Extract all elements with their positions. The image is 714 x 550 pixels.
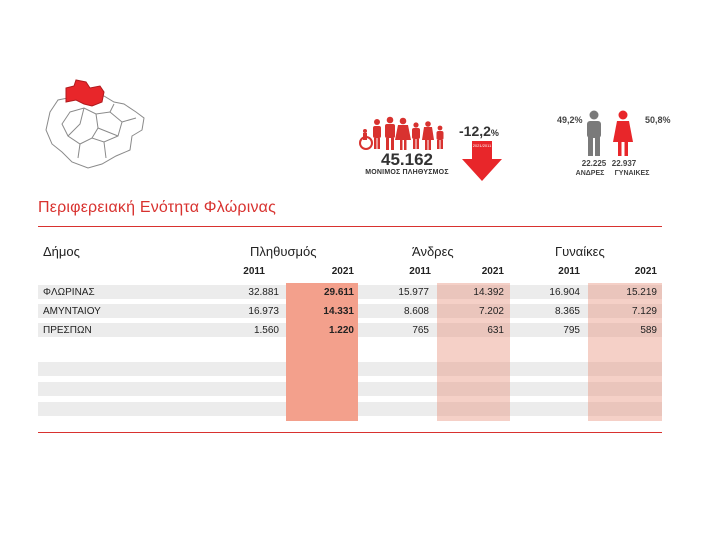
row-municipality: ΑΜΥΝΤΑΙΟΥ xyxy=(43,306,101,317)
year-men-2021: 2021 xyxy=(481,266,504,277)
change-value: -12,2 xyxy=(459,123,491,139)
year-women-2011: 2011 xyxy=(558,266,580,277)
cell-men-2021: 7.202 xyxy=(478,306,504,317)
row-municipality: ΦΛΩΡΙΝΑΣ xyxy=(43,287,95,298)
header-population: Πληθυσμός xyxy=(250,244,317,259)
male-percentage: 49,2% xyxy=(557,115,583,125)
header-men: Άνδρες xyxy=(412,244,454,259)
population-change: -12,2% xyxy=(459,123,499,139)
female-icon xyxy=(613,110,633,156)
cell-women-2021: 15.219 xyxy=(626,287,657,298)
cell-men-2011: 15.977 xyxy=(398,287,429,298)
region-map-icon xyxy=(45,79,145,169)
region-title: Περιφερειακή Ενότητα Φλώρινας xyxy=(38,199,277,216)
population-label: ΜΟΝΙΜΟΣ ΠΛΗΘΥΣΜΟΣ xyxy=(365,169,449,176)
year-women-2021: 2021 xyxy=(634,266,657,277)
male-icon xyxy=(587,110,601,156)
cell-men-2021: 14.392 xyxy=(473,287,504,298)
year-pop-2021: 2021 xyxy=(331,266,354,277)
women-2021-highlight xyxy=(588,283,662,421)
cell-men-2011: 765 xyxy=(412,325,429,336)
population-icon xyxy=(359,116,444,150)
female-percentage: 50,8% xyxy=(645,115,671,125)
header-women: Γυναίκες xyxy=(555,244,605,259)
cell-women-2021: 589 xyxy=(640,325,657,336)
cell-pop-2011: 1.560 xyxy=(253,325,279,336)
table-bottom-divider xyxy=(38,432,662,433)
cell-women-2021: 7.129 xyxy=(631,306,657,317)
cell-women-2011: 16.904 xyxy=(549,287,580,298)
cell-women-2011: 795 xyxy=(563,325,580,336)
female-count: 22.937 xyxy=(611,159,637,168)
cell-pop-2011: 16.973 xyxy=(248,306,279,317)
population-2021-highlight xyxy=(286,283,358,421)
cell-pop-2011: 32.881 xyxy=(248,287,279,298)
cell-pop-2021: 1.220 xyxy=(328,325,354,336)
change-unit: % xyxy=(490,128,499,138)
title-divider xyxy=(38,226,662,227)
cell-pop-2021: 29.611 xyxy=(323,287,354,298)
row-municipality: ΠΡΕΣΠΩΝ xyxy=(43,325,92,336)
change-arrow-label: 2021/2011 xyxy=(472,143,492,148)
cell-men-2011: 8.608 xyxy=(403,306,429,317)
down-arrow-icon xyxy=(462,141,502,181)
men-2021-highlight xyxy=(437,283,510,421)
year-pop-2011: 2011 xyxy=(243,266,265,277)
male-label: ΑΝΔΡΕΣ xyxy=(575,170,605,177)
cell-pop-2021: 14.331 xyxy=(323,306,354,317)
header-municipality: Δήμος xyxy=(43,244,80,259)
population-total: 45.162 xyxy=(381,150,433,169)
male-count: 22.225 xyxy=(581,159,607,168)
cell-women-2011: 8.365 xyxy=(554,306,580,317)
female-label: ΓΥΝΑΙΚΕΣ xyxy=(614,170,650,177)
year-men-2011: 2011 xyxy=(409,266,431,277)
cell-men-2021: 631 xyxy=(487,325,504,336)
